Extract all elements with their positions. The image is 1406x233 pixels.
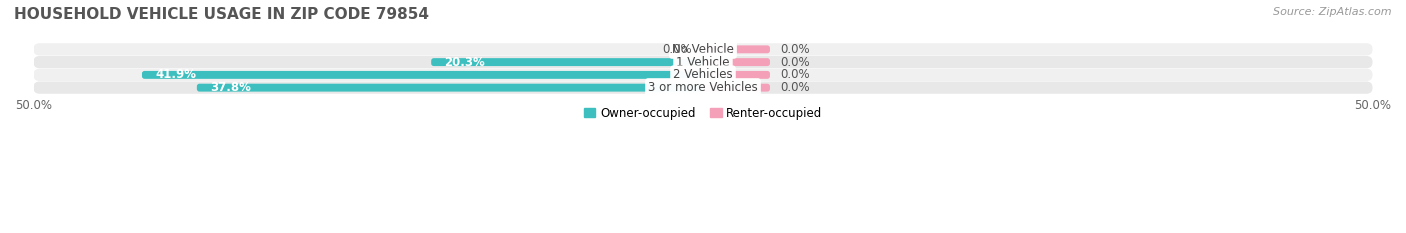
Text: 2 Vehicles: 2 Vehicles — [673, 68, 733, 81]
Text: 0.0%: 0.0% — [780, 56, 810, 69]
Text: 0.0%: 0.0% — [780, 43, 810, 56]
Legend: Owner-occupied, Renter-occupied: Owner-occupied, Renter-occupied — [583, 107, 823, 120]
FancyBboxPatch shape — [703, 58, 770, 66]
FancyBboxPatch shape — [34, 69, 1372, 81]
FancyBboxPatch shape — [432, 58, 703, 66]
Text: 41.9%: 41.9% — [155, 68, 197, 81]
FancyBboxPatch shape — [703, 71, 770, 79]
FancyBboxPatch shape — [703, 45, 770, 53]
Text: 0.0%: 0.0% — [780, 81, 810, 94]
FancyBboxPatch shape — [197, 84, 703, 92]
Text: 0.0%: 0.0% — [662, 43, 692, 56]
Text: 3 or more Vehicles: 3 or more Vehicles — [648, 81, 758, 94]
FancyBboxPatch shape — [34, 82, 1372, 94]
FancyBboxPatch shape — [34, 43, 1372, 55]
Text: 20.3%: 20.3% — [444, 56, 485, 69]
FancyBboxPatch shape — [34, 56, 1372, 68]
FancyBboxPatch shape — [142, 71, 703, 79]
Text: Source: ZipAtlas.com: Source: ZipAtlas.com — [1274, 7, 1392, 17]
Text: 0.0%: 0.0% — [780, 68, 810, 81]
Text: 1 Vehicle: 1 Vehicle — [676, 56, 730, 69]
Text: No Vehicle: No Vehicle — [672, 43, 734, 56]
Text: 37.8%: 37.8% — [211, 81, 252, 94]
FancyBboxPatch shape — [703, 84, 770, 92]
Text: HOUSEHOLD VEHICLE USAGE IN ZIP CODE 79854: HOUSEHOLD VEHICLE USAGE IN ZIP CODE 7985… — [14, 7, 429, 22]
